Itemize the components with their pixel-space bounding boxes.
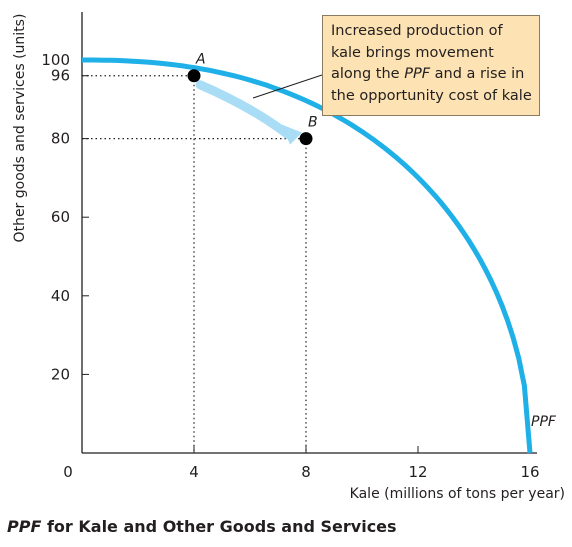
point-b xyxy=(299,132,313,146)
ppf-curve-label: PPF xyxy=(531,414,557,430)
y-axis-title: Other goods and services (units) xyxy=(12,14,28,243)
point-a xyxy=(187,69,201,83)
callout-line-1: Increased production of xyxy=(331,23,503,39)
x-tick-label: 16 xyxy=(520,463,539,481)
x-tick-label: 12 xyxy=(408,463,427,481)
ppf-curve xyxy=(82,57,533,454)
point-label-a: A xyxy=(195,52,206,68)
movement-arrow xyxy=(195,80,302,145)
y-tick-label: 100 xyxy=(41,51,70,69)
callout-line-2: kale brings movement xyxy=(331,44,494,61)
x-tick-label: 0 xyxy=(63,463,73,481)
figure-caption: PPF for Kale and Other Goods and Service… xyxy=(7,517,397,536)
y-tick-label: 60 xyxy=(51,208,70,226)
x-tick-label: 4 xyxy=(189,463,199,481)
y-tick-label: 20 xyxy=(51,365,70,383)
caption-rest: for Kale and Other Goods and Services xyxy=(41,517,397,536)
callout-leader-line xyxy=(252,74,323,99)
callout-line-3: along the PPF and a rise in xyxy=(331,66,525,82)
caption-italic: PPF xyxy=(7,517,42,536)
annotation-callout: Increased production of kale brings move… xyxy=(322,15,540,116)
x-axis-title: Kale (millions of tons per year) xyxy=(350,486,565,502)
point-label-b: B xyxy=(308,115,318,131)
points-group: AB xyxy=(187,52,318,146)
ppf-curve-group: PPF xyxy=(82,57,557,454)
y-tick-label: 40 xyxy=(51,287,70,305)
arrow-shaft xyxy=(195,80,293,140)
arrow-head xyxy=(282,124,302,145)
y-tick-label: 80 xyxy=(51,130,70,148)
callout-line-4: the opportunity cost of kale xyxy=(331,87,532,104)
y-tick-label: 96 xyxy=(51,67,70,85)
dotted-guides xyxy=(82,75,307,453)
axis-titles: Kale (millions of tons per year) Other go… xyxy=(12,14,565,502)
x-tick-label: 8 xyxy=(301,463,311,481)
